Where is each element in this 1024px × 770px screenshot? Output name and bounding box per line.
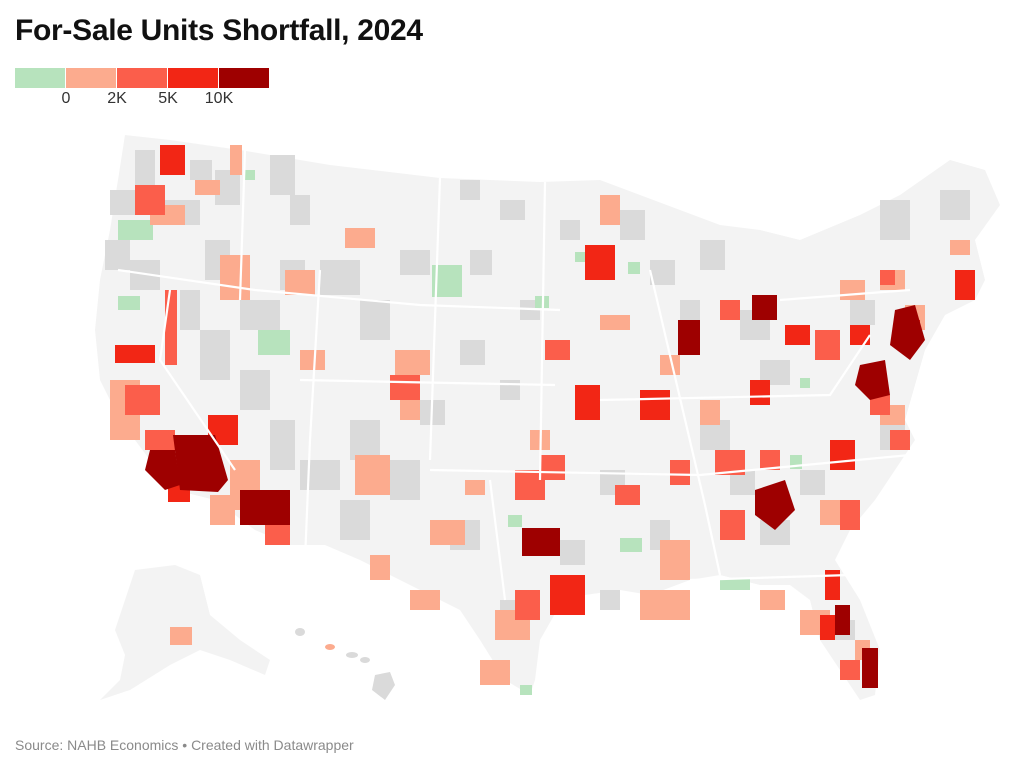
legend-swatch-5k-10k xyxy=(168,68,218,88)
legend: 0 2K 5K 10K xyxy=(15,68,270,110)
legend-swatch-negative xyxy=(15,68,65,88)
shortfall-5k-10k-counties xyxy=(115,145,975,640)
legend-swatch-0-2k xyxy=(66,68,116,88)
legend-tick: 10K xyxy=(204,90,234,107)
legend-tick: 0 xyxy=(61,90,71,107)
legend-tick: 5K xyxy=(158,90,178,107)
us-choropleth-map xyxy=(95,135,1000,700)
chart-title: For-Sale Units Shortfall, 2024 xyxy=(15,14,423,47)
hawaii-islands xyxy=(295,628,395,700)
legend-swatch-10k-plus xyxy=(219,68,269,88)
state-borders xyxy=(117,149,911,601)
legend-tick: 2K xyxy=(107,90,127,107)
legend-color-bar xyxy=(15,68,270,88)
legend-swatch-2k-5k xyxy=(117,68,167,88)
legend-ticks: 0 2K 5K 10K xyxy=(15,88,270,110)
shortfall-10k-plus-counties xyxy=(145,295,925,688)
source-footer: Source: NAHB Economics • Created with Da… xyxy=(15,737,354,753)
